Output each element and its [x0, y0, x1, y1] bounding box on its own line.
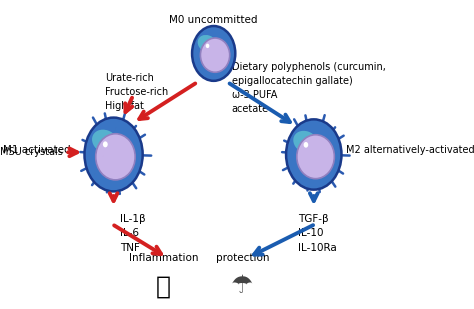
Text: TGF-β
IL-10
IL-10Ra: TGF-β IL-10 IL-10Ra — [298, 214, 337, 253]
Text: protection: protection — [216, 253, 269, 264]
Text: M2 alternatively-activated: M2 alternatively-activated — [346, 145, 474, 155]
Text: Dietary polyphenols (curcumin,
epigallocatechin gallate)
ω-3 PUFA
acetate: Dietary polyphenols (curcumin, epigalloc… — [232, 62, 385, 114]
Ellipse shape — [201, 38, 230, 72]
Ellipse shape — [84, 118, 143, 191]
Text: 🔥: 🔥 — [156, 274, 171, 298]
Text: MSU crystals: MSU crystals — [0, 147, 63, 157]
Ellipse shape — [96, 134, 135, 180]
Ellipse shape — [92, 130, 118, 154]
Ellipse shape — [297, 135, 334, 179]
Text: ☂: ☂ — [231, 274, 254, 298]
Text: M1 activated: M1 activated — [3, 145, 71, 155]
Circle shape — [206, 44, 210, 48]
Circle shape — [303, 142, 308, 148]
Text: Inflammation: Inflammation — [129, 253, 199, 264]
Ellipse shape — [286, 119, 341, 190]
Ellipse shape — [198, 35, 218, 53]
Text: IL-1β
IL-6
TNF: IL-1β IL-6 TNF — [120, 214, 146, 253]
Circle shape — [103, 141, 108, 147]
Ellipse shape — [192, 26, 235, 81]
Text: Urate-rich
Fructose-rich
High fat: Urate-rich Fructose-rich High fat — [105, 73, 168, 111]
Ellipse shape — [293, 131, 319, 154]
Text: M0 uncommitted: M0 uncommitted — [169, 15, 258, 25]
